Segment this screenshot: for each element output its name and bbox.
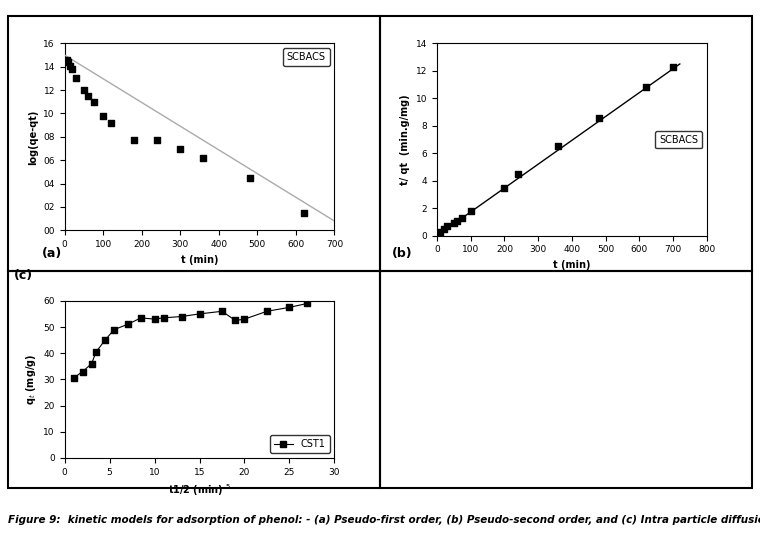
Point [499, 183, 511, 192]
Point [87, 98, 100, 106]
Text: (a): (a) [42, 248, 62, 261]
Point [553, 142, 565, 151]
Point [68, 374, 80, 383]
Legend: SCBACS: SCBACS [283, 48, 330, 66]
Point [297, 209, 309, 217]
Point [148, 315, 160, 324]
Point [216, 307, 228, 315]
Y-axis label: log(qe-qt): log(qe-qt) [28, 109, 38, 165]
X-axis label: t (min): t (min) [553, 260, 591, 270]
Point [61, 55, 73, 64]
Point [77, 367, 89, 376]
Point [451, 216, 464, 225]
Text: Figure 9:  kinetic models for adsorption of phenol: - (a) Pseudo-first order, (b: Figure 9: kinetic models for adsorption … [8, 515, 760, 525]
Point [261, 307, 273, 315]
Y-axis label: q$_t$ (mg/g): q$_t$ (mg/g) [24, 354, 38, 405]
Point [97, 112, 109, 120]
Legend: CST1: CST1 [270, 435, 330, 453]
Point [135, 313, 147, 322]
Point [70, 74, 82, 83]
Point [78, 86, 90, 94]
Point [243, 173, 255, 182]
Point [193, 309, 205, 318]
Point [122, 320, 134, 329]
Point [230, 316, 242, 325]
Point [640, 83, 652, 92]
X-axis label: t1/2 (min)$^{.5}$: t1/2 (min)$^{.5}$ [168, 482, 231, 498]
Point [105, 119, 117, 127]
Point [301, 299, 313, 308]
Point [108, 325, 120, 334]
Point [456, 214, 468, 222]
Point [438, 224, 450, 233]
Point [99, 336, 111, 345]
Point [66, 64, 78, 73]
Point [90, 347, 102, 356]
Point [151, 136, 163, 145]
Point [62, 58, 74, 67]
Point [464, 207, 477, 215]
Point [441, 222, 453, 230]
Point [86, 359, 97, 368]
Point [448, 218, 460, 227]
Text: (b): (b) [391, 248, 412, 261]
Point [511, 170, 524, 178]
Point [198, 153, 210, 162]
Point [81, 92, 93, 100]
Point [65, 61, 77, 70]
Point [283, 303, 296, 312]
Point [667, 62, 679, 71]
Point [174, 144, 186, 153]
Point [434, 227, 446, 236]
Y-axis label: t/ qt  (min.g/mg): t/ qt (min.g/mg) [401, 94, 410, 185]
Legend: SCBACS: SCBACS [655, 131, 702, 149]
Text: (c): (c) [14, 269, 33, 282]
Point [593, 113, 605, 122]
X-axis label: t (min): t (min) [181, 255, 218, 264]
Point [239, 315, 251, 324]
Point [157, 313, 169, 322]
Point [128, 136, 140, 145]
Point [176, 312, 188, 321]
